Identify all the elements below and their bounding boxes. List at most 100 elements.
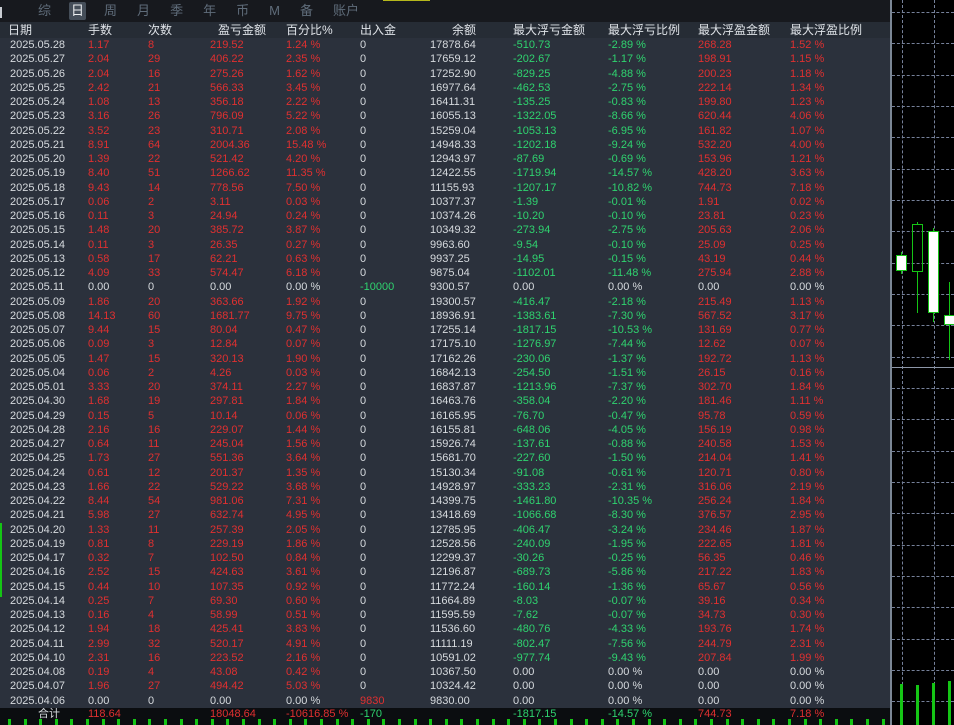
cell: 17 [148, 252, 161, 265]
cell: -1322.05 [513, 110, 557, 123]
cell: 0.46 % [790, 552, 825, 564]
table-row[interactable]: 2025.05.18 9.43 14 778.56 7.50 % 0 11155.93 -12… [0, 181, 890, 195]
cell: 15.48 % [286, 138, 327, 151]
menu-item-day[interactable]: 日 [69, 2, 87, 20]
cell: 198.91 [698, 53, 732, 66]
cell: 219.52 [210, 39, 244, 51]
table-row[interactable]: 2025.05.24 1.08 13 356.18 2.22 % 0 16411.31 -13… [0, 95, 890, 109]
table-row[interactable]: 2025.04.30 1.68 19 297.81 1.84 % 0 16463.76 -35… [0, 394, 890, 408]
table-row[interactable]: 2025.05.11 0.00 0 0.00 0.00 % -10000 9300.57 0.… [0, 280, 890, 294]
cell: 574.47 [210, 267, 244, 279]
table-row[interactable]: 2025.04.27 0.64 11 245.04 1.56 % 0 15926.74 -13… [0, 437, 890, 451]
menu-item-currency[interactable]: 币 [236, 3, 250, 18]
table-row[interactable]: 2025.04.28 2.16 16 229.07 1.44 % 0 16155.81 -64… [0, 423, 890, 437]
cell: 2025.05.13 [10, 252, 66, 265]
table-row[interactable]: 2025.05.05 1.47 15 320.13 1.90 % 0 17162.26 -23… [0, 352, 890, 366]
menu-item-month[interactable]: 月 [137, 3, 151, 18]
table-row[interactable]: 2025.05.22 3.52 23 310.71 2.08 % 0 15259.04 -10… [0, 124, 890, 138]
cell: 7.31 % [286, 495, 321, 507]
table-row[interactable]: 2025.04.19 0.81 8 229.19 1.86 % 0 12528.56 -240… [0, 537, 890, 551]
table-row[interactable]: 2025.05.23 3.16 26 796.09 5.22 % 0 16055.13 -13… [0, 109, 890, 123]
grid-line [892, 451, 954, 452]
cell: 14948.33 [430, 138, 476, 151]
cell: 10349.32 [430, 224, 476, 237]
table-row[interactable]: 2025.05.26 2.04 16 275.26 1.62 % 0 17252.90 -82… [0, 67, 890, 81]
table-row[interactable]: 2025.05.27 2.04 29 406.22 2.35 % 0 17659.12 -20… [0, 52, 890, 66]
menu-item-m[interactable]: M [269, 3, 280, 18]
table-row[interactable]: 2025.04.24 0.61 12 201.37 1.35 % 0 15130.34 -91… [0, 466, 890, 480]
table-row[interactable]: 2025.04.22 8.44 54 981.06 7.31 % 0 14399.75 -14… [0, 494, 890, 508]
total-cell: -1817.15 [513, 708, 557, 720]
cell: 64 [148, 138, 161, 151]
table-row[interactable]: 2025.04.07 1.96 27 494.42 5.03 % 0 10324.42 0.0… [0, 679, 890, 693]
table-row[interactable]: 2025.05.19 8.40 51 1266.62 11.35 % 0 12422.55 -… [0, 166, 890, 180]
table-row[interactable]: 2025.04.16 2.52 15 424.63 3.61 % 0 12196.87 -68… [0, 565, 890, 579]
table-row[interactable]: 2025.05.13 0.58 17 62.21 0.63 % 0 9937.25 -14.9… [0, 252, 890, 266]
table-row[interactable]: 2025.04.06 0.00 0 0.00 0.00 % 9830 9830.00 0.00… [0, 694, 890, 708]
table-row[interactable]: 2025.05.06 0.09 3 12.84 0.07 % 0 17175.10 -1276… [0, 337, 890, 351]
table-row[interactable]: 2025.05.12 4.09 33 574.47 6.18 % 0 9875.04 -110… [0, 266, 890, 280]
cell: 0 [148, 694, 155, 707]
table-row[interactable]: 2025.05.08 14.13 60 1681.77 9.75 % 0 18936.91 -… [0, 309, 890, 323]
table-row[interactable]: 2025.04.13 0.16 4 58.99 0.51 % 0 11595.59 -7.62… [0, 608, 890, 622]
cell: 1.48 [88, 224, 110, 237]
table-row[interactable]: 2025.05.21 8.91 64 2004.36 15.48 % 0 14948.33 -… [0, 138, 890, 152]
table-row[interactable]: 2025.05.17 0.06 2 3.11 0.03 % 0 10377.37 -1.39 -… [0, 195, 890, 209]
table-row[interactable]: 2025.04.12 1.94 18 425.41 3.83 % 0 11536.60 -48… [0, 622, 890, 636]
table-row[interactable]: 2025.05.28 1.17 8 219.52 1.24 % 0 17878.64 -510… [0, 38, 890, 52]
table-row[interactable]: 2025.05.15 1.48 20 385.72 3.87 % 0 10349.32 -27… [0, 223, 890, 237]
menu-item-year[interactable]: 年 [203, 3, 217, 18]
table-row[interactable]: 2025.04.21 5.98 27 632.74 4.95 % 0 13418.69 -10… [0, 508, 890, 522]
cell: 1.13 % [790, 295, 825, 308]
cell: 0.63 % [286, 252, 321, 265]
candlestick-chart-panel[interactable] [892, 0, 954, 725]
cell: 217.22 [698, 566, 732, 579]
table-row[interactable]: 2025.04.11 2.99 32 520.17 4.91 % 0 11111.19 -80… [0, 637, 890, 651]
cell: 12.62 [698, 338, 726, 351]
cell: 1.66 [88, 480, 110, 493]
menu-item-account[interactable]: 账户 [332, 3, 359, 18]
cell: 9963.60 [430, 238, 470, 251]
grid-line [934, 0, 935, 725]
volume-tick [710, 719, 713, 725]
grid-line [892, 231, 954, 232]
menu-item-summary[interactable]: 综 [38, 3, 52, 18]
menu-item-week[interactable]: 周 [104, 3, 118, 18]
cell: 0 [360, 67, 367, 80]
table-row[interactable]: 2025.04.15 0.44 10 107.35 0.92 % 0 11772.24 -16… [0, 580, 890, 594]
table-row[interactable]: 2025.05.16 0.11 3 24.94 0.24 % 0 10374.26 -10.2… [0, 209, 890, 223]
table-row[interactable]: 2025.04.29 0.15 5 10.14 0.06 % 0 16165.95 -76.7… [0, 409, 890, 423]
column-header-2: 次数 [148, 23, 173, 37]
table-row[interactable]: 2025.04.23 1.66 22 529.22 3.68 % 0 14928.97 -33… [0, 480, 890, 494]
cell: 275.26 [210, 67, 244, 80]
table-row[interactable]: 2025.05.09 1.86 20 363.66 1.92 % 0 19300.57 -41… [0, 295, 890, 309]
cell: 521.42 [210, 153, 244, 165]
cell: 27 [148, 680, 161, 693]
cell: 2.95 % [790, 509, 825, 522]
table-row[interactable]: 2025.05.20 1.39 22 521.42 4.20 % 0 12943.97 -87… [0, 152, 890, 166]
table-row[interactable]: 2025.04.25 1.73 27 551.36 3.64 % 0 15681.70 -22… [0, 451, 890, 465]
menu-item-quarter[interactable]: 季 [170, 3, 184, 18]
table-row[interactable]: 2025.05.07 9.44 15 80.04 0.47 % 0 17255.14 -181… [0, 323, 890, 337]
cell: 102.50 [210, 552, 244, 564]
cell: 2.52 [88, 566, 110, 579]
table-row[interactable]: 2025.05.01 3.33 20 374.11 2.27 % 0 16837.87 -12… [0, 380, 890, 394]
table-row[interactable]: 2025.05.14 0.11 3 26.35 0.27 % 0 9963.60 -9.54 -… [0, 238, 890, 252]
table-row[interactable]: 2025.05.25 2.42 21 566.33 3.45 % 0 16977.64 -46… [0, 81, 890, 95]
menu-item-backup[interactable]: 备 [299, 3, 313, 18]
cell: 2025.04.06 [10, 694, 66, 707]
table-row[interactable]: 2025.04.20 1.33 11 257.39 2.05 % 0 12785.95 -40… [0, 523, 890, 537]
cell: 12785.95 [430, 523, 476, 536]
table-row[interactable]: 2025.04.14 0.25 7 69.30 0.60 % 0 11664.89 -8.03… [0, 594, 890, 608]
cell: 15 [148, 352, 161, 365]
cell: -7.44 % [608, 338, 646, 351]
cell: 1.52 % [790, 39, 825, 51]
cell: 5.22 % [286, 110, 321, 123]
table-row[interactable]: 2025.04.17 0.32 7 102.50 0.84 % 0 12299.37 -30.… [0, 551, 890, 565]
table-row[interactable]: 2025.04.10 2.31 16 223.52 2.16 % 0 10591.02 -97… [0, 651, 890, 665]
volume-tick [288, 719, 292, 725]
cell: 11664.89 [430, 594, 476, 607]
cell: -0.10 % [608, 238, 646, 251]
table-row[interactable]: 2025.05.04 0.06 2 4.26 0.03 % 0 16842.13 -254.5… [0, 366, 890, 380]
table-row[interactable]: 2025.04.08 0.19 4 43.08 0.42 % 0 10367.50 0.00 0… [0, 665, 890, 679]
